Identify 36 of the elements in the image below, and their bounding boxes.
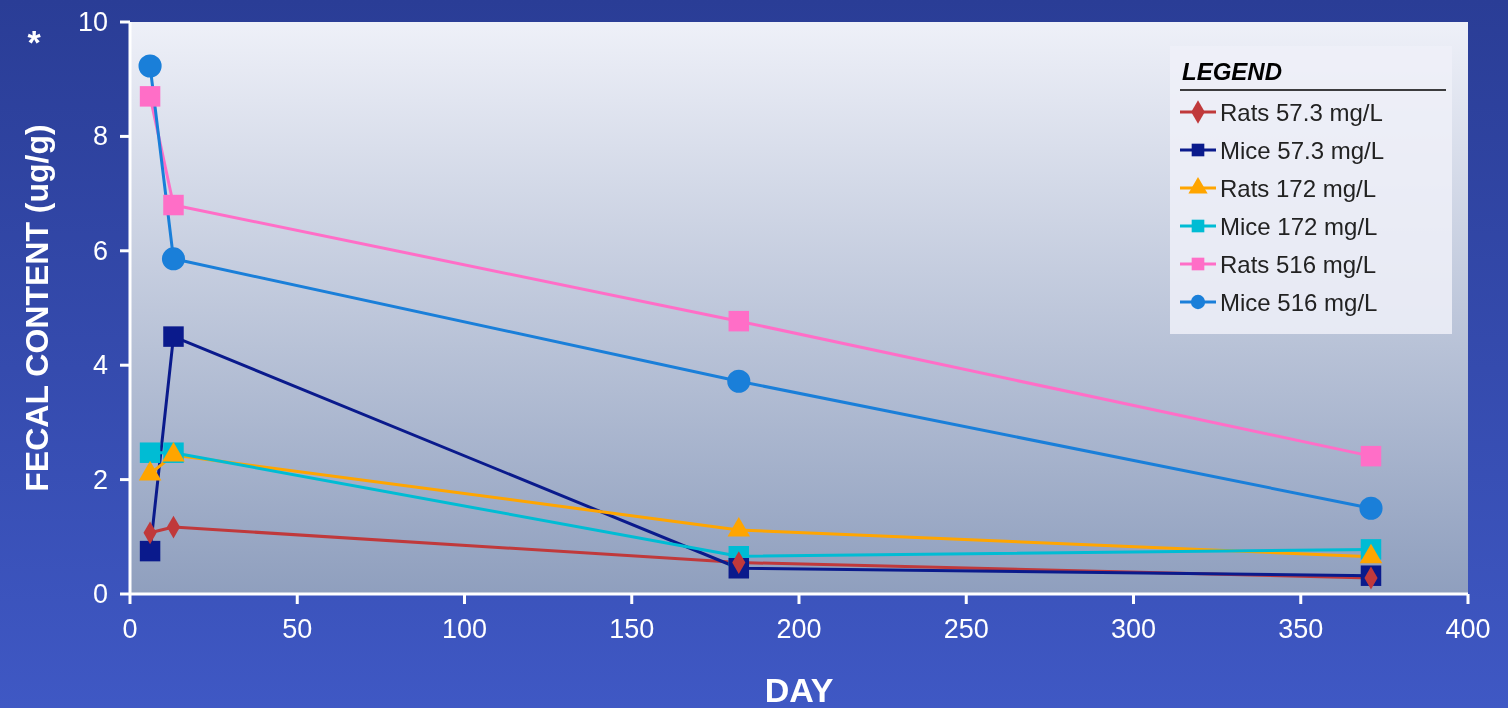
point [138,54,162,78]
y-tick-label: 10 [77,7,108,37]
y-tick-label: 2 [92,464,108,495]
x-tick-label: 0 [122,614,138,644]
legend-label: Rats 57.3 mg/L [1220,99,1383,126]
x-tick-label: 400 [1445,614,1491,644]
legend-label: Rats 172 mg/L [1220,175,1377,202]
legend-label: Mice 57.3 mg/L [1220,137,1385,164]
legend-label: Rats 516 mg/L [1220,251,1377,278]
point [728,310,750,332]
x-tick-label: 150 [609,614,655,644]
point [139,86,161,107]
point [727,369,751,393]
y-tick-label: 6 [92,235,108,266]
point [1360,445,1382,467]
y-tick-label: 8 [92,121,108,152]
x-tick-label: 200 [776,614,822,644]
point [163,194,184,216]
point [161,247,186,271]
x-tick-label: 50 [282,614,313,644]
point [139,442,161,463]
legend-label: Mice 172 mg/L [1220,213,1378,240]
point [139,540,161,562]
y-tick-label: 0 [92,579,108,609]
x-axis-title: DAY [764,671,834,708]
legend-label: Mice 516 mg/L [1220,289,1378,316]
x-tick-label: 300 [1110,614,1157,644]
x-tick-label: 100 [441,614,488,644]
point [1359,496,1383,520]
text: * [27,23,42,61]
legend-title: LEGEND [1182,58,1283,85]
y-axis-title: FECAL CONTENT (ug/g) [19,124,55,492]
point [163,326,184,347]
y-tick-label: 4 [92,350,108,381]
x-tick-label: 350 [1278,614,1324,644]
x-tick-label: 250 [943,614,989,644]
